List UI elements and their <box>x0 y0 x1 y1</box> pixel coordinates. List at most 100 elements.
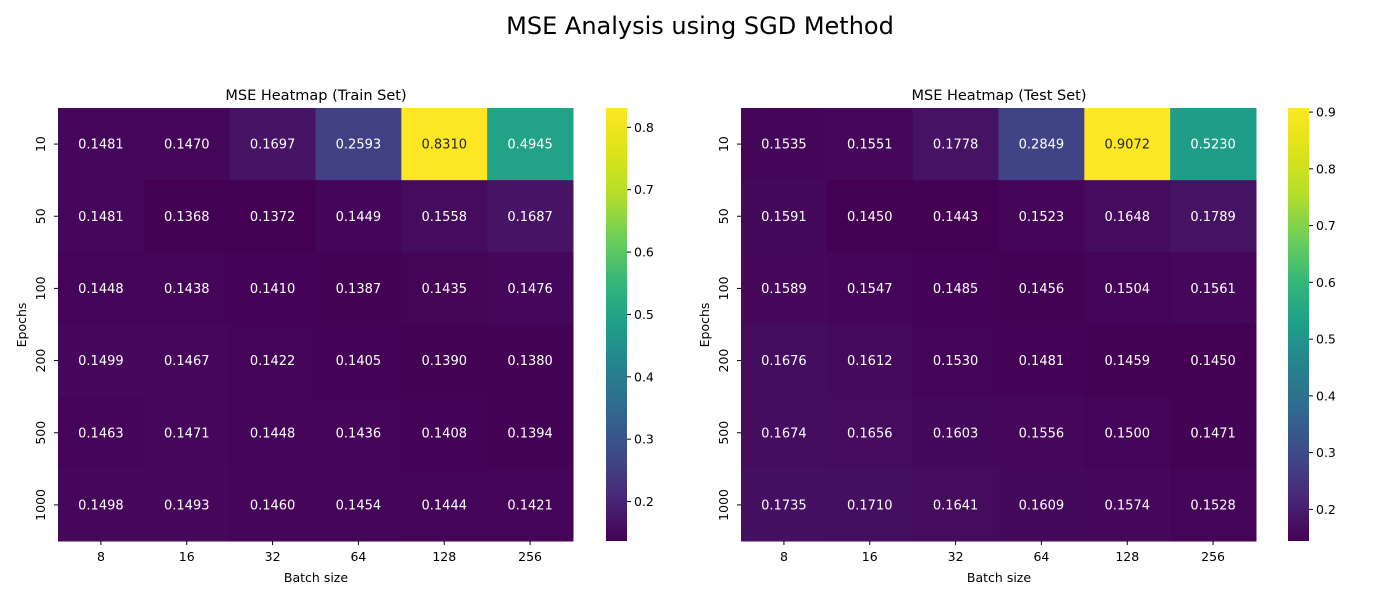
y-tick-label: 10 <box>33 136 48 152</box>
y-tick-label: 100 <box>33 276 48 300</box>
x-tick-label: 256 <box>1201 549 1225 564</box>
heatmap-panel-test: MSE Heatmap (Test Set) 0.1535 0.1551 0.177… <box>697 88 1336 585</box>
cell-value-label: 0.1493 <box>164 498 210 513</box>
heatmap-cell <box>229 180 316 253</box>
cell-value-label: 0.1697 <box>250 138 296 153</box>
cell-value-label: 0.1459 <box>1105 354 1151 369</box>
y-tick-label: 100 <box>716 276 731 300</box>
colorbar-tick-label: 0.9 <box>1316 105 1336 120</box>
cell-value-label: 0.1589 <box>761 282 807 297</box>
x-axis-ticks-test: 8 16 32 64 128 256 <box>780 541 1225 564</box>
heatmap-cell <box>741 468 828 542</box>
cell-value-label: 0.1438 <box>164 282 210 297</box>
heatmap-cell <box>143 324 231 398</box>
colorbar-tick-label: 0.4 <box>1316 388 1336 403</box>
x-tick-label: 64 <box>1033 549 1049 564</box>
heatmap-cell <box>487 252 574 325</box>
heatmap-cell <box>487 180 574 253</box>
cell-value-label: 0.1450 <box>847 210 893 225</box>
heatmap-cell <box>315 180 402 253</box>
heatmap-cell <box>741 396 828 470</box>
cell-value-label: 0.1648 <box>1105 210 1151 225</box>
cell-value-label: 0.1405 <box>336 354 382 369</box>
cell-value-label: 0.1656 <box>847 426 893 441</box>
cell-value-label: 0.1674 <box>761 426 807 441</box>
cell-value-label: 0.1591 <box>761 210 807 225</box>
cell-value-label: 0.1530 <box>933 354 979 369</box>
x-tick-label: 16 <box>179 549 195 564</box>
cell-value-label: 0.1460 <box>250 498 296 513</box>
heatmap-cell <box>826 108 914 181</box>
cell-value-label: 0.1380 <box>507 354 553 369</box>
heatmap-cell <box>1170 324 1257 398</box>
cell-value-label: 0.2593 <box>336 138 382 153</box>
heatmap-cells-train: 0.1481 0.1470 0.1697 0.2593 0.8310 0.4945 0.14… <box>58 108 574 542</box>
colorbar-test <box>1288 108 1309 541</box>
x-tick-label: 32 <box>265 549 281 564</box>
cell-value-label: 0.1558 <box>422 210 468 225</box>
x-tick-label: 128 <box>1115 549 1139 564</box>
heatmap-cell <box>1084 108 1171 181</box>
cell-value-label: 0.1612 <box>847 354 893 369</box>
cell-value-label: 0.1710 <box>847 498 893 513</box>
heatmap-cell <box>487 108 574 181</box>
y-tick-label: 50 <box>716 208 731 224</box>
y-tick-label: 1000 <box>33 489 48 521</box>
heatmap-cell <box>912 324 999 398</box>
colorbar-tick-label: 0.5 <box>1316 332 1336 347</box>
x-axis-ticks-train: 8 16 32 64 128 256 <box>97 541 542 564</box>
heatmap-cell <box>58 468 145 542</box>
cell-value-label: 0.1789 <box>1190 210 1236 225</box>
cell-value-label: 0.1463 <box>78 426 124 441</box>
colorbar-tick-label: 0.3 <box>634 432 654 447</box>
heatmap-cell <box>1084 396 1171 470</box>
y-axis-label-train: Epochs <box>14 303 29 348</box>
cell-value-label: 0.2849 <box>1019 138 1065 153</box>
cell-value-label: 0.1535 <box>761 138 807 153</box>
colorbar-tick-label: 0.6 <box>1316 275 1336 290</box>
heatmap-cell <box>998 324 1085 398</box>
heatmap-cell <box>826 324 914 398</box>
cell-value-label: 0.1449 <box>336 210 382 225</box>
cell-value-label: 0.1471 <box>164 426 210 441</box>
heatmap-cell <box>998 396 1085 470</box>
colorbar-tick-label: 0.8 <box>634 120 654 135</box>
cell-value-label: 0.1498 <box>78 498 124 513</box>
cell-value-label: 0.1481 <box>78 138 124 153</box>
cell-value-label: 0.1394 <box>507 426 553 441</box>
cell-value-label: 0.1448 <box>78 282 124 297</box>
y-tick-label: 1000 <box>716 489 731 521</box>
cell-value-label: 0.1410 <box>250 282 296 297</box>
y-tick-label: 200 <box>716 349 731 373</box>
heatmap-cell <box>1084 324 1171 398</box>
x-tick-label: 256 <box>518 549 542 564</box>
heatmap-cell <box>998 180 1085 253</box>
heatmap-cell <box>741 324 828 398</box>
heatmap-cell <box>401 180 488 253</box>
heatmap-cell <box>315 468 402 542</box>
heatmap-cell <box>401 108 488 181</box>
x-tick-label: 8 <box>780 549 788 564</box>
heatmap-cell <box>912 396 999 470</box>
y-tick-label: 500 <box>33 421 48 445</box>
cell-value-label: 0.5230 <box>1190 138 1236 153</box>
cell-value-label: 0.1467 <box>164 354 210 369</box>
cell-value-label: 0.1387 <box>336 282 382 297</box>
cell-value-label: 0.1485 <box>933 282 979 297</box>
colorbar-ticks-test: 0.2 0.3 0.4 0.5 0.6 0.7 0.8 0.9 <box>1309 105 1336 517</box>
heatmap-cell <box>912 252 999 325</box>
heatmap-cell <box>826 180 914 253</box>
cell-value-label: 0.1676 <box>761 354 807 369</box>
colorbar-tick-label: 0.5 <box>634 307 654 322</box>
cell-value-label: 0.1450 <box>1190 354 1236 369</box>
heatmap-cell <box>229 396 316 470</box>
cell-value-label: 0.1456 <box>1019 282 1065 297</box>
cell-value-label: 0.1443 <box>933 210 979 225</box>
heatmap-cell <box>741 252 828 325</box>
heatmap-cell <box>998 252 1085 325</box>
y-tick-label: 200 <box>33 349 48 373</box>
heatmap-cell <box>1170 468 1257 542</box>
y-tick-label: 500 <box>716 421 731 445</box>
cell-value-label: 0.1481 <box>1019 354 1065 369</box>
